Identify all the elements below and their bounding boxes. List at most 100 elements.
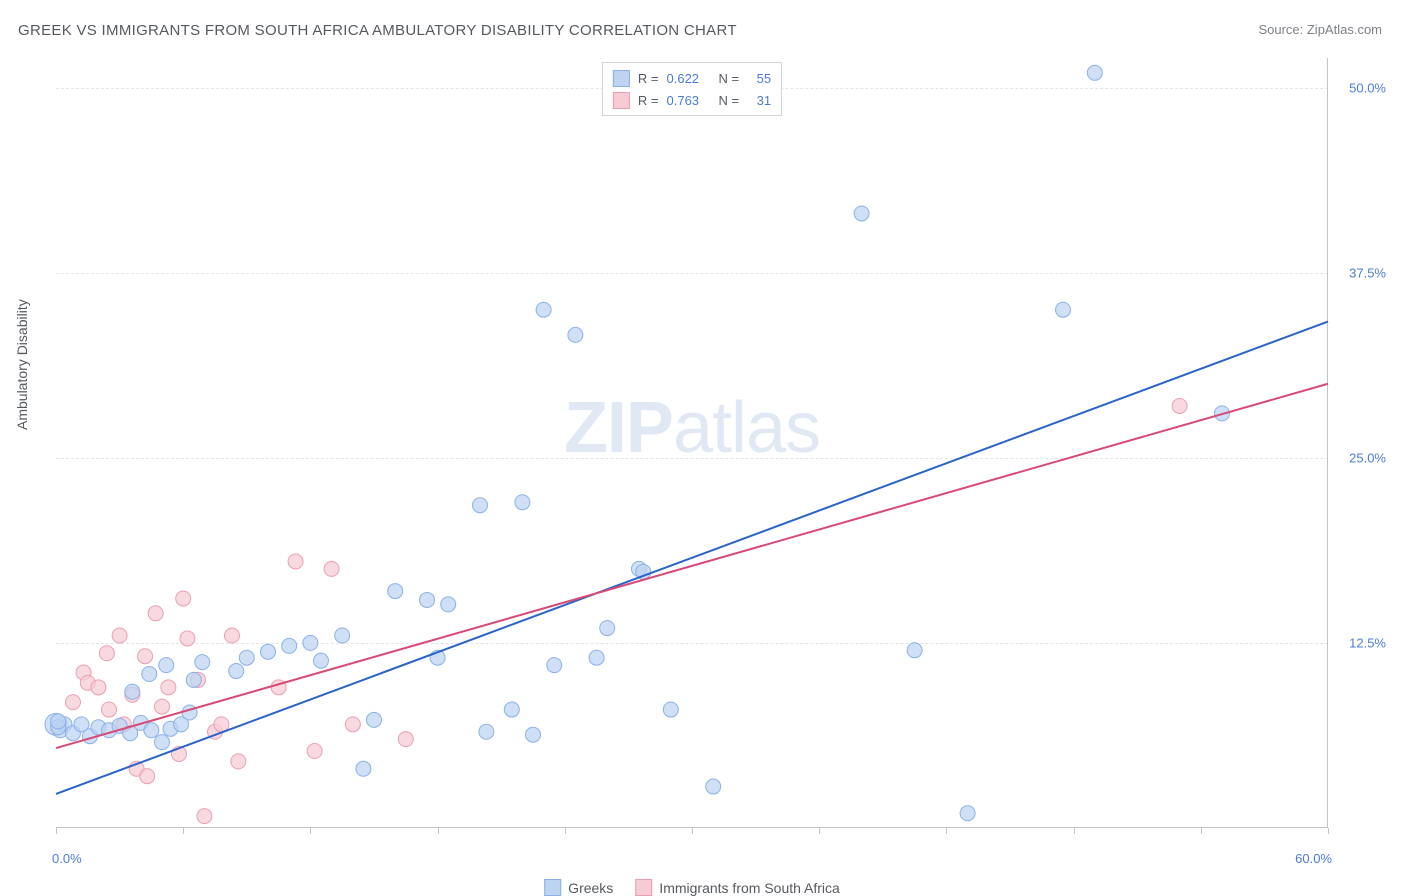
x-tick — [1074, 828, 1075, 834]
scatter-point — [907, 643, 922, 658]
legend-row: R = 0.622 N = 55 — [613, 67, 771, 89]
scatter-point — [180, 631, 195, 646]
scatter-point — [155, 699, 170, 714]
x-axis-min-label: 0.0% — [52, 851, 82, 866]
scatter-point — [239, 650, 254, 665]
scatter-point — [161, 680, 176, 695]
scatter-point — [345, 717, 360, 732]
trend-line — [56, 384, 1328, 748]
scatter-point — [706, 779, 721, 794]
legend-r-value: 0.622 — [667, 71, 711, 86]
scatter-point — [229, 664, 244, 679]
scatter-point — [144, 723, 159, 738]
legend-n-value: 55 — [747, 71, 771, 86]
scatter-point — [568, 327, 583, 342]
legend-item: Greeks — [544, 879, 613, 896]
legend-r-label: R = — [638, 71, 659, 86]
legend-item: Immigrants from South Africa — [635, 879, 840, 896]
chart-area: ZIPatlas 0.0% 60.0% R =0.622N =55R =0.76… — [56, 58, 1328, 828]
scatter-point — [231, 754, 246, 769]
scatter-point — [288, 554, 303, 569]
scatter-point — [176, 591, 191, 606]
scatter-point — [960, 806, 975, 821]
scatter-point — [224, 628, 239, 643]
y-tick-label: 50.0% — [1349, 80, 1386, 95]
scatter-point — [112, 628, 127, 643]
legend-r-value: 0.763 — [667, 93, 711, 108]
x-tick — [310, 828, 311, 834]
scatter-point — [1087, 65, 1102, 80]
x-tick — [438, 828, 439, 834]
y-tick-label: 25.0% — [1349, 450, 1386, 465]
scatter-point — [65, 695, 80, 710]
scatter-point — [1172, 398, 1187, 413]
scatter-point — [589, 650, 604, 665]
legend-series-name: Greeks — [568, 880, 613, 896]
scatter-point — [324, 561, 339, 576]
legend-series: Greeks Immigrants from South Africa — [544, 879, 840, 896]
scatter-point — [367, 712, 382, 727]
scatter-point — [155, 735, 170, 750]
scatter-point — [142, 667, 157, 682]
scatter-point — [335, 628, 350, 643]
legend-swatch — [613, 70, 630, 87]
scatter-point — [536, 302, 551, 317]
scatter-point — [91, 680, 106, 695]
scatter-point — [356, 761, 371, 776]
legend-n-label: N = — [719, 71, 740, 86]
x-tick — [692, 828, 693, 834]
scatter-point — [195, 655, 210, 670]
x-tick — [946, 828, 947, 834]
scatter-point — [854, 206, 869, 221]
scatter-point — [515, 495, 530, 510]
legend-row: R = 0.763 N = 31 — [613, 89, 771, 111]
scatter-point — [441, 597, 456, 612]
scatter-point — [159, 658, 174, 673]
scatter-point — [307, 744, 322, 759]
legend-swatch — [544, 879, 561, 896]
scatter-point — [282, 638, 297, 653]
scatter-point — [600, 621, 615, 636]
scatter-point — [186, 672, 201, 687]
chart-title: GREEK VS IMMIGRANTS FROM SOUTH AFRICA AM… — [18, 22, 737, 39]
scatter-point — [197, 809, 212, 824]
x-tick — [56, 828, 57, 834]
scatter-point — [261, 644, 276, 659]
scatter-point — [125, 684, 140, 699]
scatter-point — [138, 649, 153, 664]
scatter-point — [314, 653, 329, 668]
scatter-point — [51, 714, 66, 729]
y-axis-label: Ambulatory Disability — [14, 299, 30, 430]
trend-line — [56, 322, 1328, 794]
scatter-point — [1056, 302, 1071, 317]
scatter-point — [547, 658, 562, 673]
scatter-point — [398, 732, 413, 747]
scatter-point — [526, 727, 541, 742]
legend-series-name: Immigrants from South Africa — [659, 880, 840, 896]
legend-swatch — [613, 92, 630, 109]
x-axis-max-label: 60.0% — [1295, 851, 1332, 866]
y-tick-label: 37.5% — [1349, 265, 1386, 280]
scatter-point — [479, 724, 494, 739]
x-tick — [819, 828, 820, 834]
source-credit: Source: ZipAtlas.com — [1258, 22, 1382, 37]
x-tick — [183, 828, 184, 834]
scatter-point — [140, 769, 155, 784]
x-tick — [1328, 828, 1329, 834]
scatter-point — [148, 606, 163, 621]
legend-r-label: R = — [638, 93, 659, 108]
scatter-point — [420, 592, 435, 607]
scatter-point — [303, 635, 318, 650]
scatter-point — [99, 646, 114, 661]
legend-n-label: N = — [719, 93, 740, 108]
scatter-point — [663, 702, 678, 717]
legend-correlation: R = 0.622 N = 55 R = 0.763 N = 31 — [602, 62, 782, 116]
scatter-point — [388, 584, 403, 599]
legend-swatch — [635, 879, 652, 896]
scatter-point — [102, 702, 117, 717]
scatter-point — [504, 702, 519, 717]
x-tick — [565, 828, 566, 834]
legend-n-value: 31 — [747, 93, 771, 108]
y-tick-label: 12.5% — [1349, 635, 1386, 650]
x-tick — [1201, 828, 1202, 834]
